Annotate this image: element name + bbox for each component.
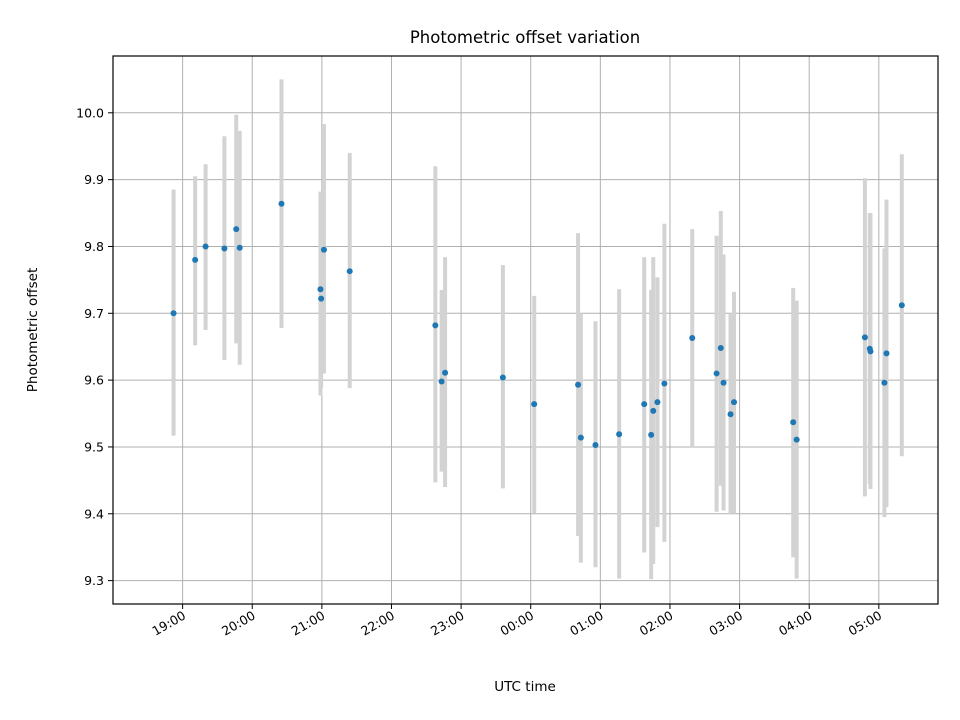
x-tick-label: 05:00 — [846, 608, 885, 639]
data-point — [499, 374, 506, 381]
x-tick-label: 23:00 — [428, 608, 467, 639]
x-tick-label: 21:00 — [289, 608, 328, 639]
y-tick-label: 9.5 — [84, 439, 104, 454]
data-point — [793, 436, 800, 443]
data-point — [790, 419, 797, 426]
grid-lines — [113, 56, 938, 604]
y-tick-label: 9.3 — [84, 573, 104, 588]
chart-title: Photometric offset variation — [410, 28, 640, 47]
data-point — [689, 335, 696, 342]
x-axis-ticks: 19:00 20:00 21:00 22:00 23:00 00:00 01:00 02:00… — [149, 604, 884, 639]
data-point — [861, 334, 868, 341]
data-point — [717, 345, 724, 352]
data-point — [898, 302, 905, 309]
data-point — [577, 434, 584, 441]
data-point — [438, 378, 445, 385]
x-tick-label: 22:00 — [358, 608, 397, 639]
data-point — [650, 407, 657, 414]
y-axis-label: Photometric offset — [25, 268, 41, 392]
data-point — [727, 411, 734, 418]
data-point — [170, 310, 177, 317]
y-tick-label: 9.9 — [84, 172, 104, 187]
data-point — [278, 200, 285, 207]
data-point — [731, 399, 738, 406]
y-tick-label: 9.4 — [84, 506, 104, 521]
x-axis-label: UTC time — [494, 679, 556, 695]
x-tick-label: 19:00 — [149, 608, 188, 639]
y-axis-ticks: 9.3 9.4 9.5 9.6 9.7 9.8 9.9 10.0 — [76, 105, 113, 588]
data-point — [221, 245, 228, 252]
x-tick-label: 02:00 — [637, 608, 676, 639]
y-tick-label: 10.0 — [76, 105, 104, 120]
data-point — [654, 399, 661, 406]
data-point — [236, 244, 243, 251]
data-point — [202, 243, 209, 250]
data-point — [233, 226, 240, 233]
y-tick-label: 9.6 — [84, 373, 104, 388]
data-point — [575, 381, 582, 388]
y-tick-label: 9.8 — [84, 239, 104, 254]
data-point — [318, 295, 325, 302]
plot-frame — [112, 55, 939, 605]
data-point — [616, 431, 623, 438]
data-point — [192, 256, 199, 263]
x-tick-label: 01:00 — [567, 608, 606, 639]
data-points — [170, 200, 905, 448]
data-point — [320, 246, 327, 253]
data-point — [866, 345, 873, 352]
x-tick-label: 20:00 — [219, 608, 258, 639]
data-point — [442, 369, 449, 376]
data-point — [881, 379, 888, 386]
data-point — [648, 431, 655, 438]
error-bars — [171, 79, 904, 580]
data-point — [661, 380, 668, 387]
data-point — [592, 441, 599, 448]
x-tick-label: 04:00 — [776, 608, 815, 639]
data-point — [713, 370, 720, 377]
data-point — [883, 350, 890, 357]
data-point — [720, 379, 727, 386]
x-tick-label: 03:00 — [706, 608, 745, 639]
x-tick-label: 00:00 — [498, 608, 537, 639]
data-point — [531, 401, 538, 408]
y-tick-label: 9.7 — [84, 306, 104, 321]
data-point — [641, 401, 648, 408]
data-point — [346, 268, 353, 275]
data-point — [432, 322, 439, 329]
data-point — [317, 286, 324, 293]
